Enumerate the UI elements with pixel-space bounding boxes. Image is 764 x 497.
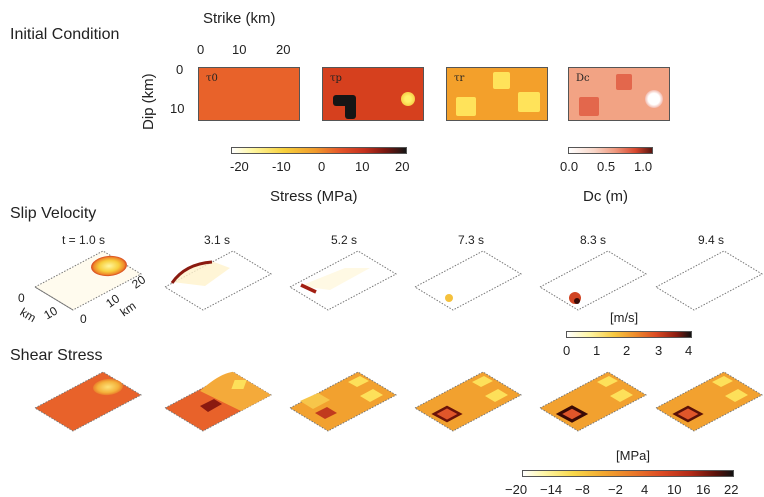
slip-rupture-fade-2 bbox=[172, 262, 230, 286]
taup-l-shape-vertical bbox=[345, 95, 356, 119]
dip-tick-0: 0 bbox=[176, 62, 184, 77]
shear-asperity-5b bbox=[610, 389, 633, 402]
shear-panel-6 bbox=[654, 371, 764, 432]
strike-tick-0: 0 bbox=[197, 42, 205, 57]
shear-panel-2 bbox=[163, 371, 273, 432]
time-label-5: 8.3 s bbox=[580, 233, 607, 247]
time-label-6: 9.4 s bbox=[698, 233, 725, 247]
shear-tick-22: 22 bbox=[724, 482, 739, 497]
shear-tick-m2: −2 bbox=[608, 482, 623, 497]
slip-dip-axis-line bbox=[34, 286, 74, 311]
slip-rupture-patch-1 bbox=[91, 255, 127, 277]
slip-rupture-fade-3 bbox=[300, 268, 370, 290]
dc-panel: Dc bbox=[568, 67, 670, 121]
dc-square-2 bbox=[579, 97, 599, 116]
tau0-label: τ0 bbox=[206, 73, 218, 84]
stress-tick-m10: -10 bbox=[272, 159, 291, 174]
tau0-panel: τ0 bbox=[198, 67, 300, 121]
shear-asperity-6a bbox=[712, 376, 733, 387]
stress-tick-20: 20 bbox=[395, 159, 410, 174]
shear-tick-10: 10 bbox=[667, 482, 682, 497]
shear-hotspot-3 bbox=[315, 407, 337, 419]
shear-hotspot-4 bbox=[431, 405, 463, 423]
time-label-3: 5.2 s bbox=[331, 233, 358, 247]
stress-colorbar bbox=[231, 147, 407, 154]
stress-colorbar-label: Stress (MPa) bbox=[270, 188, 358, 205]
slip-rupture-front-2 bbox=[170, 260, 213, 284]
shear-hotspot-2 bbox=[200, 399, 222, 412]
slip-strike-tick-0: 0 bbox=[18, 291, 25, 305]
slip-panel-3 bbox=[288, 250, 398, 311]
shear-panel-4 bbox=[413, 371, 523, 432]
dc-colorbar-label: Dc (m) bbox=[583, 188, 628, 205]
slip-tick-2: 2 bbox=[623, 343, 631, 358]
shear-asperity-6b bbox=[725, 389, 748, 402]
taur-square-1 bbox=[493, 72, 510, 89]
shear-panel-5 bbox=[538, 371, 648, 432]
dc-label: Dc bbox=[576, 73, 590, 84]
taup-label: τp bbox=[330, 73, 342, 84]
stress-tick-10: 10 bbox=[355, 159, 370, 174]
taur-label: τr bbox=[454, 73, 465, 84]
shear-ruptured-area-2 bbox=[200, 372, 271, 411]
taur-panel: τr bbox=[446, 67, 548, 121]
shear-asperity-4b bbox=[485, 389, 508, 402]
slip-colorbar bbox=[566, 331, 692, 338]
slip-panel-2 bbox=[163, 250, 273, 311]
shear-rupture-patch-1 bbox=[93, 378, 123, 396]
initial-condition-title: Initial Condition bbox=[10, 26, 120, 43]
shear-tick-4: 4 bbox=[641, 482, 649, 497]
dip-tick-10: 10 bbox=[170, 101, 185, 116]
strike-tick-20: 20 bbox=[276, 42, 291, 57]
slip-tick-3: 3 bbox=[655, 343, 663, 358]
shear-asperity-5a bbox=[597, 376, 618, 387]
slip-tick-1: 1 bbox=[593, 343, 601, 358]
dc-square-1 bbox=[616, 74, 632, 90]
shear-panel-1 bbox=[33, 371, 143, 432]
slip-colorbar-unit: [m/s] bbox=[610, 310, 639, 325]
taup-circle-patch bbox=[401, 92, 415, 106]
slip-rupture-front-3 bbox=[300, 283, 317, 294]
taup-panel: τp bbox=[322, 67, 424, 121]
time-label-1: t = 1.0 s bbox=[62, 233, 106, 247]
shear-tick-m14: −14 bbox=[540, 482, 563, 497]
dc-tick-0: 0.0 bbox=[560, 159, 579, 174]
shear-asperity-3a bbox=[348, 376, 369, 387]
slip-tick-0: 0 bbox=[563, 343, 571, 358]
time-label-4: 7.3 s bbox=[458, 233, 485, 247]
shear-hotspot-6 bbox=[672, 405, 704, 423]
slip-tick-4: 4 bbox=[685, 343, 693, 358]
taup-l-shape-horizontal bbox=[333, 95, 355, 106]
shear-tick-m20: −20 bbox=[505, 482, 528, 497]
shear-tick-16: 16 bbox=[696, 482, 711, 497]
dc-colorbar bbox=[568, 147, 653, 154]
shear-tick-m8: −8 bbox=[575, 482, 590, 497]
shear-stress-title: Shear Stress bbox=[10, 347, 103, 364]
shear-colorbar bbox=[522, 470, 734, 477]
dc-tick-05: 0.5 bbox=[597, 159, 616, 174]
shear-asperity-3c bbox=[300, 393, 330, 409]
strike-axis-title: Strike (km) bbox=[203, 10, 276, 27]
time-label-2: 3.1 s bbox=[204, 233, 231, 247]
shear-panel-3 bbox=[288, 371, 398, 432]
strike-tick-10: 10 bbox=[232, 42, 247, 57]
slip-panel-5 bbox=[538, 250, 648, 311]
dc-circle-patch bbox=[645, 90, 663, 108]
stress-tick-0: 0 bbox=[318, 159, 326, 174]
slip-dip-tick-0: 0 bbox=[80, 312, 87, 326]
slip-rupture-patch-4 bbox=[445, 294, 453, 302]
shear-hotspot-5 bbox=[555, 405, 589, 423]
slip-velocity-title: Slip Velocity bbox=[10, 205, 97, 222]
slip-panel-6 bbox=[654, 250, 764, 311]
stress-tick-m20: -20 bbox=[230, 159, 249, 174]
taur-square-3 bbox=[518, 92, 540, 112]
taur-square-2 bbox=[456, 97, 476, 116]
shear-colorbar-unit: [MPa] bbox=[616, 448, 650, 463]
slip-panel-4 bbox=[413, 250, 523, 311]
shear-asperity-4a bbox=[472, 376, 493, 387]
dc-tick-1: 1.0 bbox=[634, 159, 653, 174]
shear-asperity-3b bbox=[360, 389, 383, 402]
